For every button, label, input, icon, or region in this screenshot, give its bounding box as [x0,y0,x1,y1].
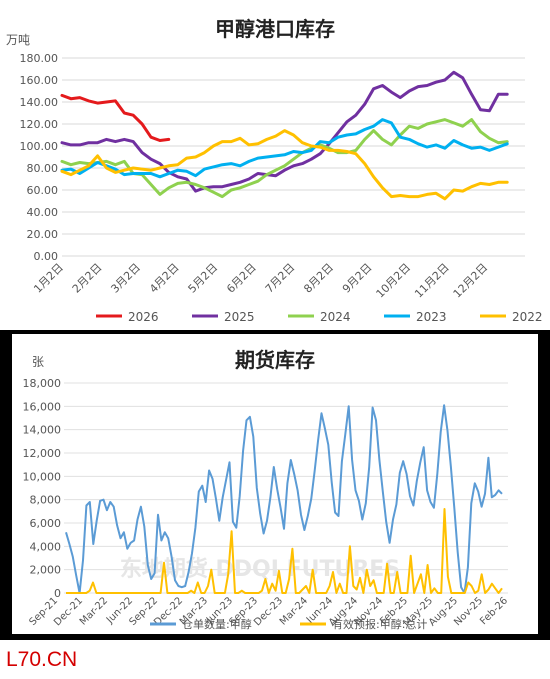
y-tick-label: 18,000 [23,377,62,390]
y-tick-label: 100.00 [20,140,59,153]
futures-inventory-chart: 期货库存 张 0 2,000 4,000 6,000 8,000 10,000 12,000 14… [23,348,511,631]
series-line-2023 [60,118,509,179]
y-tick-label: 12,000 [23,447,62,460]
y-axis-unit-label: 张 [32,355,44,369]
chart-title: 期货库存 [235,348,315,372]
chart-title: 甲醇港口库存 [215,17,335,41]
series-line-2022 [60,129,509,201]
legend-label: 仓单数量:甲醇 [182,617,252,631]
legend-label-2022: 2022 [512,310,543,324]
y-tick-label: 16,000 [23,400,62,413]
y-tick-label: 4,000 [30,540,62,553]
y-tick-label: 10,000 [23,470,62,483]
series-line-有效预报:甲醇:总计 [66,508,503,594]
y-tick-label: 120.00 [20,118,59,131]
y-tick-label: 40.00 [27,206,59,219]
series-line-2026 [60,93,171,142]
y-tick-label: 2,000 [30,564,62,577]
x-tick-label: Feb-26 [478,595,510,627]
series-line-仓单数量:甲醇 [65,404,503,594]
legend-label: 有效预报:甲醇:总计 [332,617,427,631]
x-tick-label: 12月2日 [451,261,491,301]
x-tick-label: 9月2日 [340,261,375,296]
x-tick-label: 5月2日 [186,261,221,296]
y-tick-label: 8,000 [30,494,62,507]
x-tick-label: 11月2日 [412,261,452,301]
y-tick-label: 80.00 [27,162,59,175]
x-tick-label: 8月2日 [301,261,336,296]
x-tick-label: 6月2日 [224,261,259,296]
x-tick-label: 7月2日 [263,261,298,296]
y-tick-label: 0.00 [34,250,59,263]
y-tick-label: 140.00 [20,96,59,109]
y-tick-label: 6,000 [30,517,62,530]
x-tick-label: 4月2日 [147,261,182,296]
x-tick-label: 10月2日 [374,261,414,301]
y-tick-label: 14,000 [23,424,62,437]
x-tick-label: 2月2日 [70,261,105,296]
port-inventory-chart-panel: 甲醇港口库存万吨 0.00 20.00 40.00 60.00 80.00 100.00 12… [0,0,550,330]
legend-label-2025: 2025 [224,310,255,324]
y-tick-label: 180.00 [20,52,59,65]
x-tick-label: 1月2日 [31,261,66,296]
x-tick-label: Mar-22 [78,595,110,627]
y-tick-label: 20.00 [27,228,59,241]
legend-label-2026: 2026 [128,310,159,324]
y-tick-label: 60.00 [27,184,59,197]
futures-inventory-chart-panel: 期货库存 张 0 2,000 4,000 6,000 8,000 10,000 12,000 14… [0,330,550,640]
y-tick-label: 160.00 [20,74,59,87]
series-line-2025 [60,70,509,193]
x-tick-label: 3月2日 [108,261,143,296]
y-axis-unit-label: 万吨 [6,33,30,47]
legend-label-2023: 2023 [416,310,447,324]
y-tick-label: 0 [54,587,61,600]
site-brand-watermark: L70.CN [6,648,78,671]
legend-label-2024: 2024 [320,310,351,324]
